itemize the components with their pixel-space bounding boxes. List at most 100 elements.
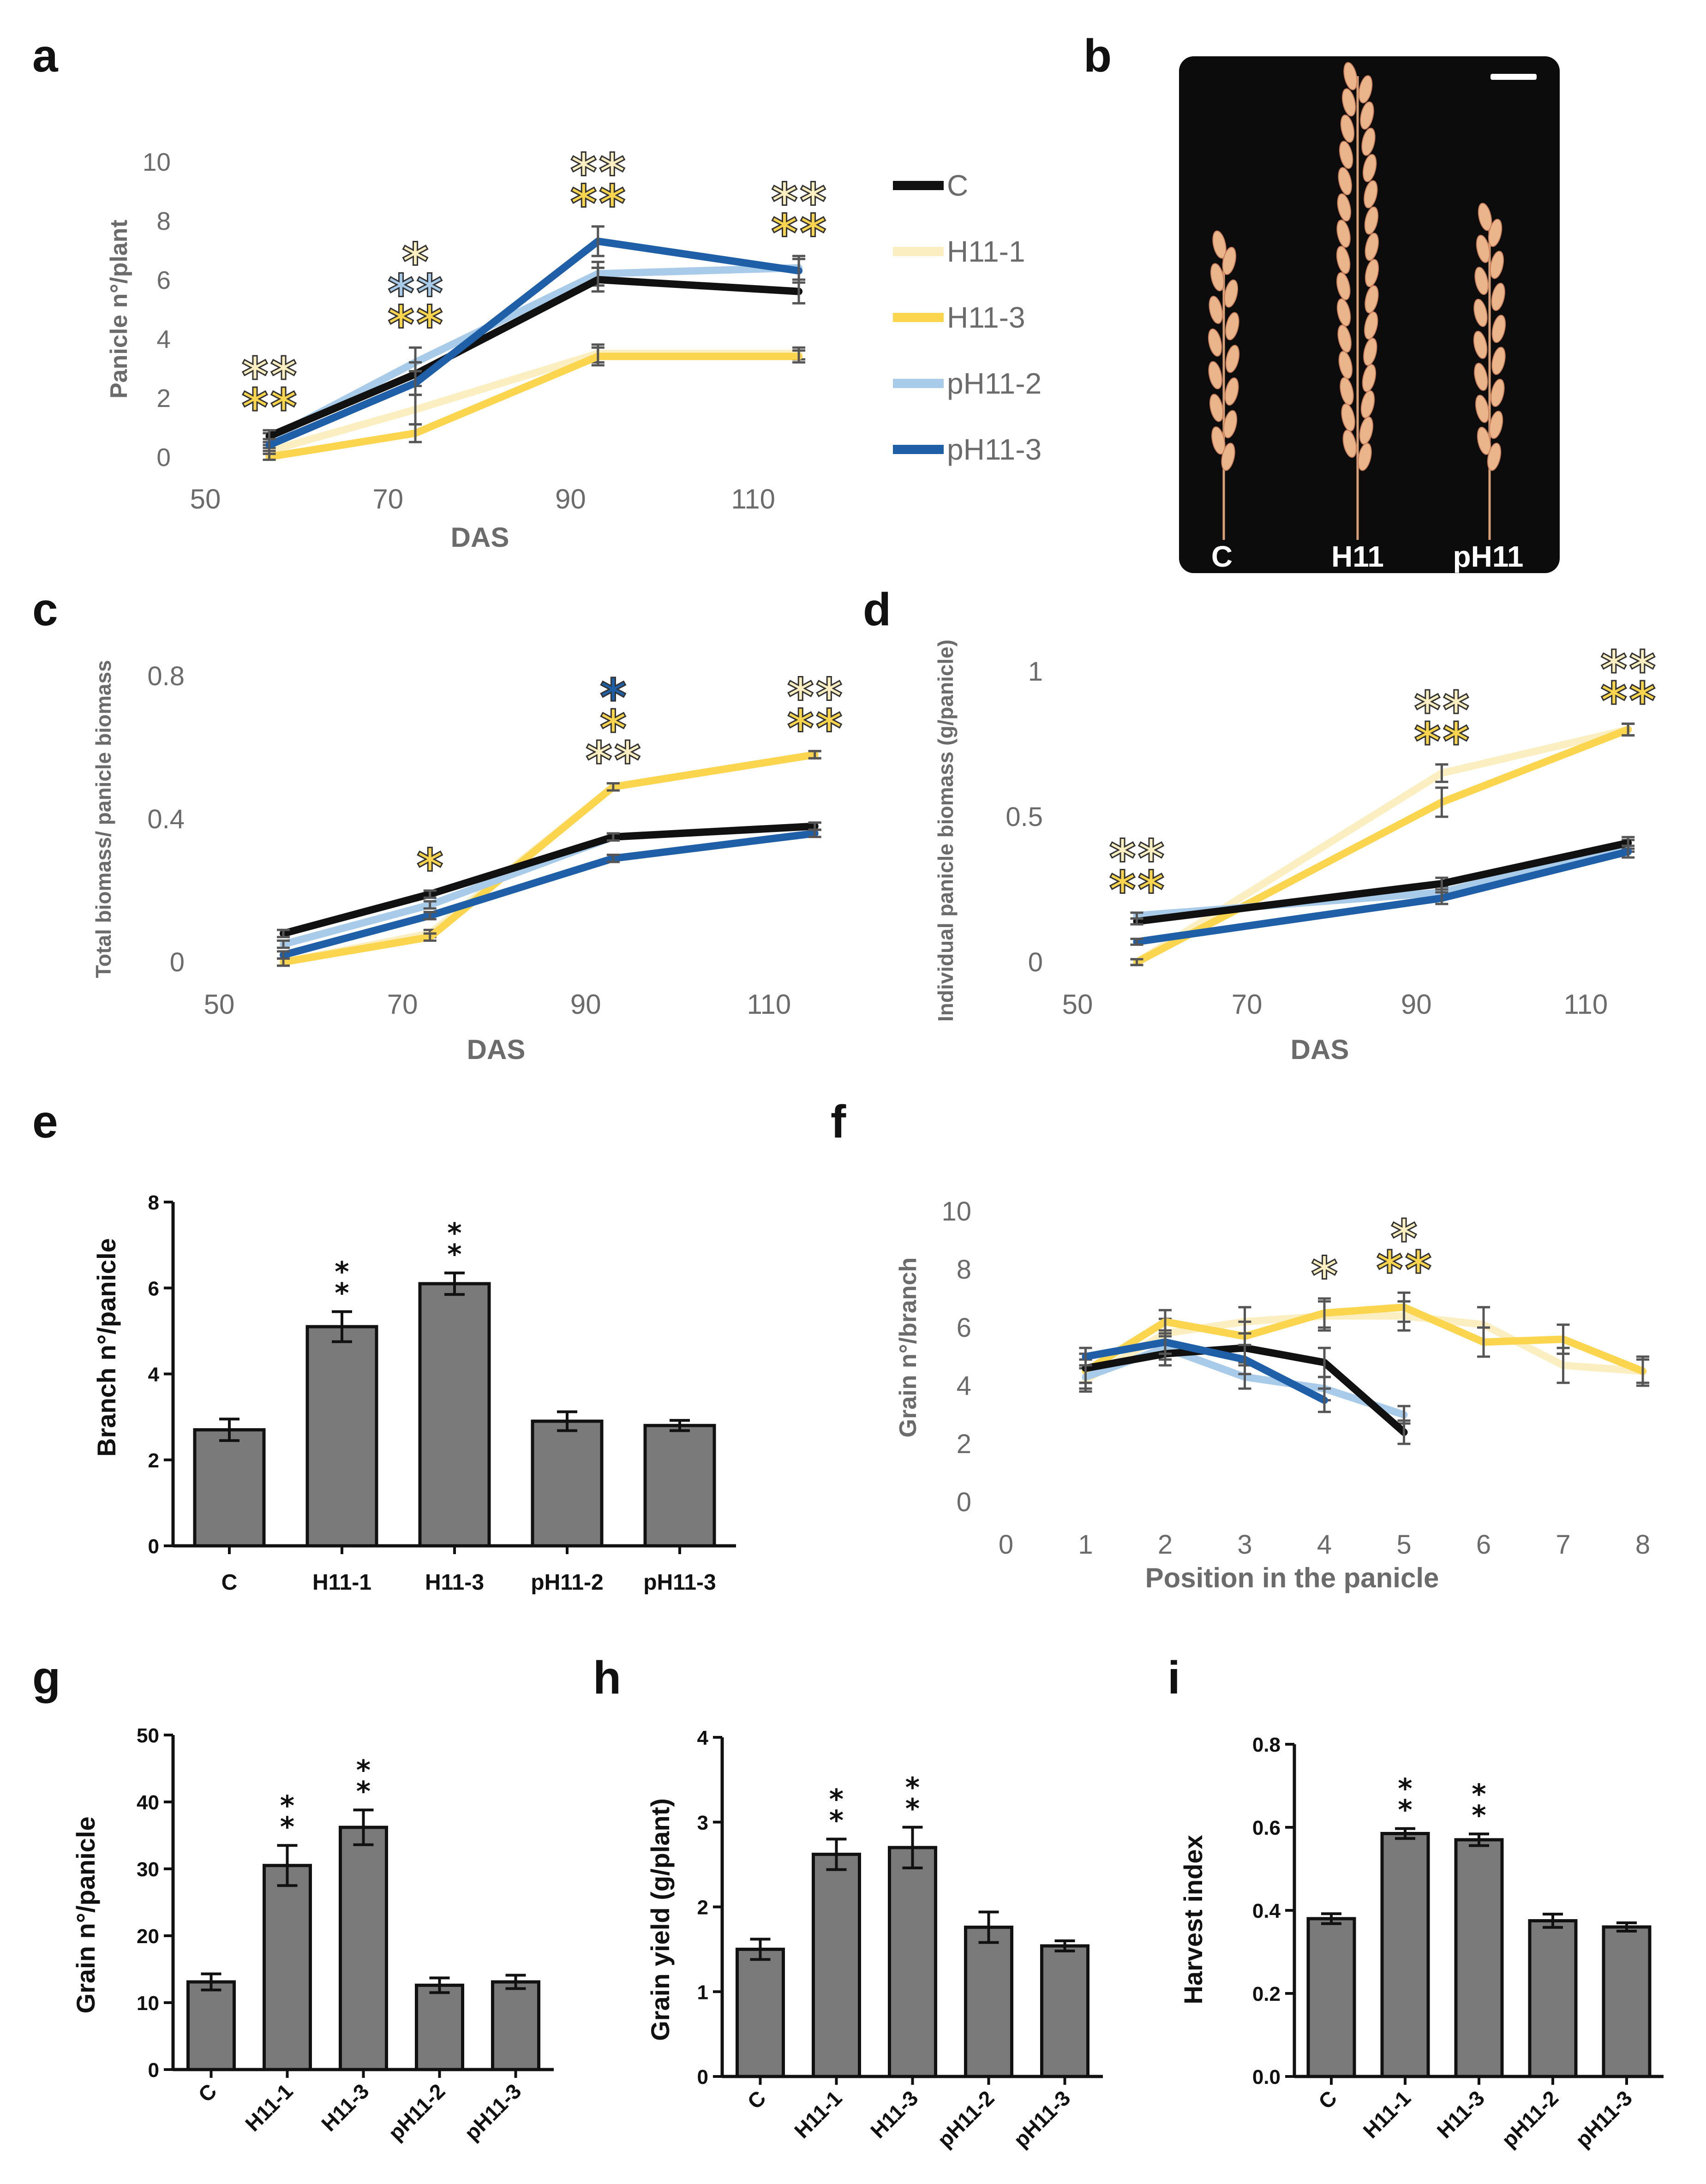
d-x-title: DAS	[1291, 1034, 1349, 1065]
pg-sig-h11-3-0: *	[356, 1775, 371, 1807]
grain-1-20	[1337, 324, 1352, 353]
ph-bar-ph11-2	[964, 1926, 1013, 2078]
pi-x-tick-ph11-3: pH11-3	[1571, 2086, 1637, 2152]
pd-sig-star-1-1-1: *	[1443, 712, 1470, 771]
pg-bar-h11-1	[263, 1864, 312, 2071]
grain-2-12	[1475, 395, 1490, 423]
pi-y-tick-0-0: 0.0	[1252, 2066, 1281, 2088]
grain-0-9	[1225, 377, 1239, 406]
pc-errorbar-h11-3-1	[423, 932, 437, 942]
pf-sig-star-0-0-0: *	[1311, 1246, 1338, 1305]
pa-sig-star-2-0-0: *	[570, 143, 597, 202]
pa-x-tick-110: 110	[731, 484, 775, 515]
pc-errorbar-h11-3-3	[808, 750, 821, 760]
i-y-title: Harvest index	[1179, 1835, 1208, 2004]
pa-sig-star-2-1-0: *	[570, 174, 597, 233]
pa-sig-star-3-0-0: *	[771, 172, 798, 231]
grain-1-16	[1336, 272, 1351, 300]
pa-sig-star-1-1-1: *	[416, 263, 443, 323]
pg-x-tick-h11-1: H11-1	[240, 2079, 298, 2136]
pf-line-ph11-3	[1082, 1338, 1328, 1404]
pe-errorbar-ph11-2	[557, 1410, 577, 1432]
grain-0-13	[1221, 443, 1235, 471]
pc-y-tick-0-4: 0.4	[147, 804, 185, 834]
pc-sig-star-2-0-0: *	[787, 667, 814, 726]
pa-y-tick-4: 4	[156, 325, 171, 353]
pg-sig-h11-1-1: *	[280, 1789, 294, 1822]
panel-d: DAS Individual panicle biomass (g/panicl…	[934, 639, 1656, 1065]
legend-label-h11-1: H11-1	[947, 235, 1025, 268]
pg-y-tick-50: 50	[137, 1724, 159, 1747]
pg-sig-h11-3-1: *	[356, 1754, 371, 1786]
pi-bar-h11-3	[1454, 1838, 1504, 2078]
pi-y-tick-0-8: 0.8	[1252, 1734, 1281, 1756]
pa-y-tick-2: 2	[156, 384, 171, 413]
pd-y-tick-0: 0	[1028, 947, 1043, 977]
pa-errorbar-ph11-3-0	[263, 438, 276, 452]
pf-errorbar-ph11-3-1	[1159, 1329, 1172, 1355]
pg-sig-h11-1-0: *	[280, 1811, 294, 1843]
grain-1-7	[1362, 154, 1377, 182]
pa-sig-star-2-1-1: *	[599, 174, 626, 233]
grain-2-8	[1473, 330, 1488, 359]
grain-1-11	[1364, 206, 1379, 235]
grain-1-6	[1339, 141, 1353, 169]
pf-sig-star-1-0-0: *	[1391, 1209, 1418, 1268]
g-y-title: Grain n°/panicle	[71, 1817, 100, 2014]
grain-2-3	[1490, 251, 1504, 279]
pc-x-tick-110: 110	[747, 989, 791, 1020]
panel-f: Position in the panicle Grain n°/branch …	[895, 1197, 1650, 1593]
ph-y-tick-2: 2	[697, 1897, 708, 1919]
pf-x-tick-0: 0	[999, 1530, 1013, 1560]
ph-x-tick-h11-1: H11-1	[790, 2086, 847, 2143]
pg-x-tick-ph11-2: pH11-2	[383, 2079, 449, 2145]
pi-y-tick-0-6: 0.6	[1252, 1817, 1281, 1839]
grain-2-2	[1476, 234, 1491, 263]
pf-errorbar-h11-3-7	[1636, 1358, 1649, 1384]
pf-sig-star-1-1-0: *	[1377, 1240, 1403, 1299]
pf-line-h11-1	[1082, 1312, 1646, 1384]
pf-errorbar-c-4	[1397, 1419, 1411, 1445]
ph-sig-h11-3-1: *	[905, 1771, 920, 1804]
pd-errorbar-c-0	[1130, 917, 1143, 926]
grain-2-6	[1473, 299, 1488, 327]
pd-errorbar-ph11-3-1	[1435, 891, 1449, 905]
pe-sig-h11-3-1: *	[447, 1217, 461, 1250]
ph-bar-c	[736, 1947, 785, 2078]
pa-errorbar-ph11-3-2	[591, 225, 605, 257]
pa-sig-star-1-2-0: *	[388, 295, 414, 354]
pc-errorbar-ph11-2-1	[423, 900, 437, 910]
pa-errorbar-h11-3-1	[409, 423, 422, 443]
pa-x-tick-70: 70	[372, 484, 403, 515]
pd-errorbar-h11-3-2	[1622, 722, 1635, 737]
pg-y-tick-40: 40	[137, 1791, 159, 1814]
panel-label-a: a	[32, 30, 59, 82]
pc-x-tick-50: 50	[204, 989, 235, 1020]
pd-x-tick-70: 70	[1232, 989, 1263, 1020]
grain-0-3	[1224, 279, 1238, 308]
pc-errorbar-ph11-3-1	[423, 911, 437, 921]
pe-bar-ph11-3	[643, 1424, 716, 1548]
pg-errorbar-h11-3	[353, 1808, 374, 1846]
grain-2-10	[1474, 363, 1488, 391]
pg-errorbar-ph11-3	[505, 1974, 526, 1990]
pf-y-tick-0: 0	[957, 1487, 971, 1517]
pg-y-tick-20: 20	[137, 1925, 159, 1948]
pi-errorbar-h11-1	[1395, 1827, 1415, 1840]
grain-0-1	[1222, 246, 1236, 275]
ph-bar-h11-3	[888, 1846, 937, 2078]
panel-label-e: e	[32, 1096, 58, 1148]
pi-y-tick-0-2: 0.2	[1252, 1983, 1281, 2005]
pd-sig-star-2-0-0: *	[1600, 640, 1627, 699]
pd-sig-star-2-1-0: *	[1600, 671, 1627, 730]
ph-y-tick-3: 3	[697, 1812, 708, 1834]
pe-y-tick-0: 0	[148, 1535, 159, 1558]
panel-c: DAS Total biomass/ panicle biomass 50 70 9…	[91, 660, 843, 1065]
pa-errorbar-h11-3-2	[591, 346, 605, 367]
ph-bar-h11-1	[812, 1853, 861, 2078]
pe-sig-h11-1-0: *	[335, 1277, 349, 1309]
pa-x-tick-50: 50	[190, 484, 221, 515]
